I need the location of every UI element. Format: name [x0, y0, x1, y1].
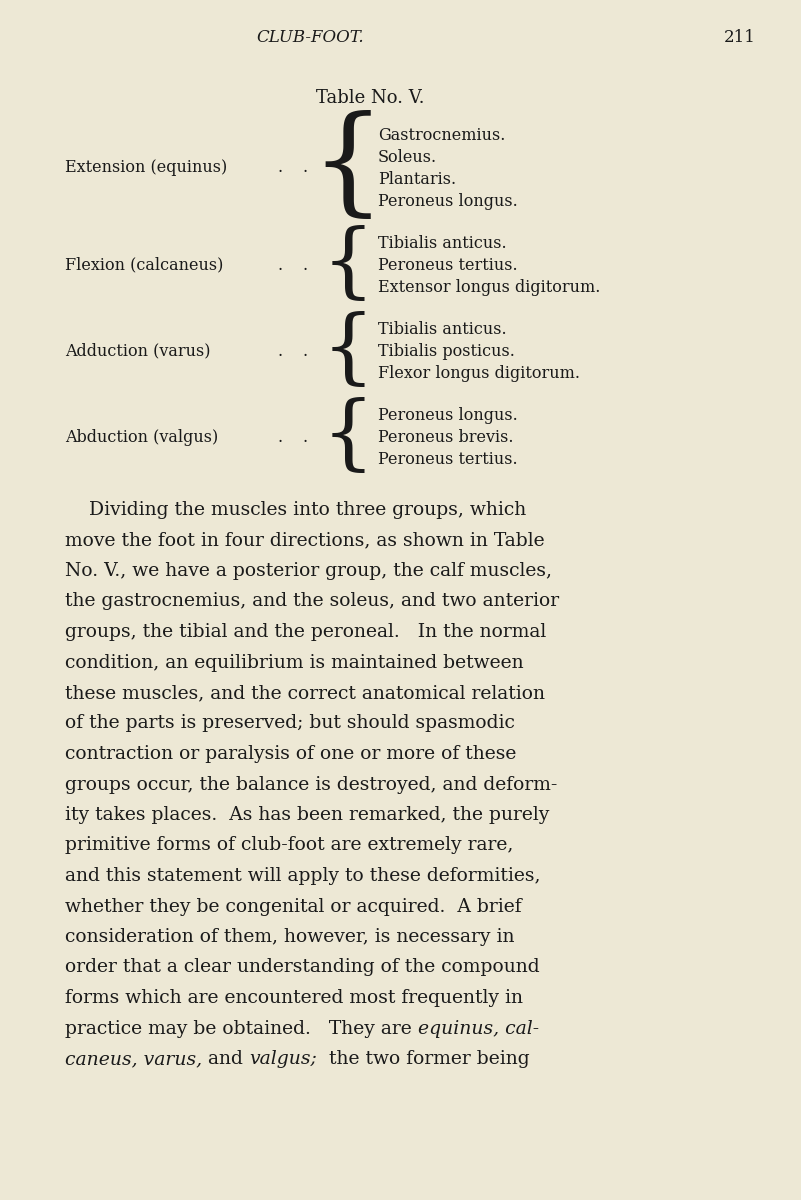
- Text: .: .: [303, 342, 308, 360]
- Text: .: .: [277, 428, 283, 445]
- Text: Flexor longus digitorum.: Flexor longus digitorum.: [378, 365, 580, 382]
- Text: ity takes places.  As has been remarked, the purely: ity takes places. As has been remarked, …: [65, 806, 549, 824]
- Text: forms which are encountered most frequently in: forms which are encountered most frequen…: [65, 989, 523, 1007]
- Text: Abduction (valgus): Abduction (valgus): [65, 428, 218, 445]
- Text: .: .: [303, 428, 308, 445]
- Text: consideration of them, however, is necessary in: consideration of them, however, is neces…: [65, 928, 514, 946]
- Text: .: .: [303, 257, 308, 274]
- Text: whether they be congenital or acquired.  A brief: whether they be congenital or acquired. …: [65, 898, 521, 916]
- Text: groups occur, the balance is destroyed, and deform-: groups occur, the balance is destroyed, …: [65, 775, 557, 793]
- Text: Tibialis anticus.: Tibialis anticus.: [378, 320, 506, 337]
- Text: condition, an equilibrium is maintained between: condition, an equilibrium is maintained …: [65, 654, 524, 672]
- Text: Plantaris.: Plantaris.: [378, 170, 456, 187]
- Text: 211: 211: [724, 30, 756, 47]
- Text: Adduction (varus): Adduction (varus): [65, 342, 211, 360]
- Text: Peroneus longus.: Peroneus longus.: [378, 192, 517, 210]
- Text: No. V., we have a posterior group, the calf muscles,: No. V., we have a posterior group, the c…: [65, 562, 552, 580]
- Text: groups, the tibial and the peroneal.   In the normal: groups, the tibial and the peroneal. In …: [65, 623, 546, 641]
- Text: {: {: [311, 110, 385, 226]
- Text: the gastrocnemius, and the soleus, and two anterior: the gastrocnemius, and the soleus, and t…: [65, 593, 559, 611]
- Text: caneus, varus,: caneus, varus,: [65, 1050, 202, 1068]
- Text: Soleus.: Soleus.: [378, 149, 437, 166]
- Text: Peroneus brevis.: Peroneus brevis.: [378, 428, 513, 445]
- Text: equinus, cal-: equinus, cal-: [418, 1020, 539, 1038]
- Text: .: .: [277, 257, 283, 274]
- Text: move the foot in four directions, as shown in Table: move the foot in four directions, as sho…: [65, 532, 545, 550]
- Text: of the parts is preserved; but should spasmodic: of the parts is preserved; but should sp…: [65, 714, 515, 732]
- Text: Flexion (calcaneus): Flexion (calcaneus): [65, 257, 223, 274]
- Text: contraction or paralysis of one or more of these: contraction or paralysis of one or more …: [65, 745, 517, 763]
- Text: Peroneus tertius.: Peroneus tertius.: [378, 257, 517, 274]
- Text: primitive forms of club-foot are extremely rare,: primitive forms of club-foot are extreme…: [65, 836, 513, 854]
- Text: {: {: [321, 397, 374, 476]
- Text: valgus;: valgus;: [249, 1050, 317, 1068]
- Text: Extension (equinus): Extension (equinus): [65, 160, 227, 176]
- Text: .: .: [303, 160, 308, 176]
- Text: .: .: [277, 160, 283, 176]
- Text: Extensor longus digitorum.: Extensor longus digitorum.: [378, 278, 601, 295]
- Text: the two former being: the two former being: [317, 1050, 529, 1068]
- Text: order that a clear understanding of the compound: order that a clear understanding of the …: [65, 959, 540, 977]
- Text: Tibialis posticus.: Tibialis posticus.: [378, 342, 515, 360]
- Text: Tibialis anticus.: Tibialis anticus.: [378, 234, 506, 252]
- Text: practice may be obtained.   They are: practice may be obtained. They are: [65, 1020, 418, 1038]
- Text: Gastrocnemius.: Gastrocnemius.: [378, 126, 505, 144]
- Text: and: and: [202, 1050, 249, 1068]
- Text: .: .: [277, 342, 283, 360]
- Text: CLUB-FOOT.: CLUB-FOOT.: [256, 30, 364, 47]
- Text: Table No. V.: Table No. V.: [316, 89, 425, 107]
- Text: these muscles, and the correct anatomical relation: these muscles, and the correct anatomica…: [65, 684, 545, 702]
- Text: and this statement will apply to these deformities,: and this statement will apply to these d…: [65, 866, 541, 886]
- Text: Peroneus longus.: Peroneus longus.: [378, 407, 517, 424]
- Text: Dividing the muscles into three groups, which: Dividing the muscles into three groups, …: [65, 502, 526, 518]
- Text: {: {: [321, 311, 374, 391]
- Text: Peroneus tertius.: Peroneus tertius.: [378, 450, 517, 468]
- Text: {: {: [321, 226, 374, 305]
